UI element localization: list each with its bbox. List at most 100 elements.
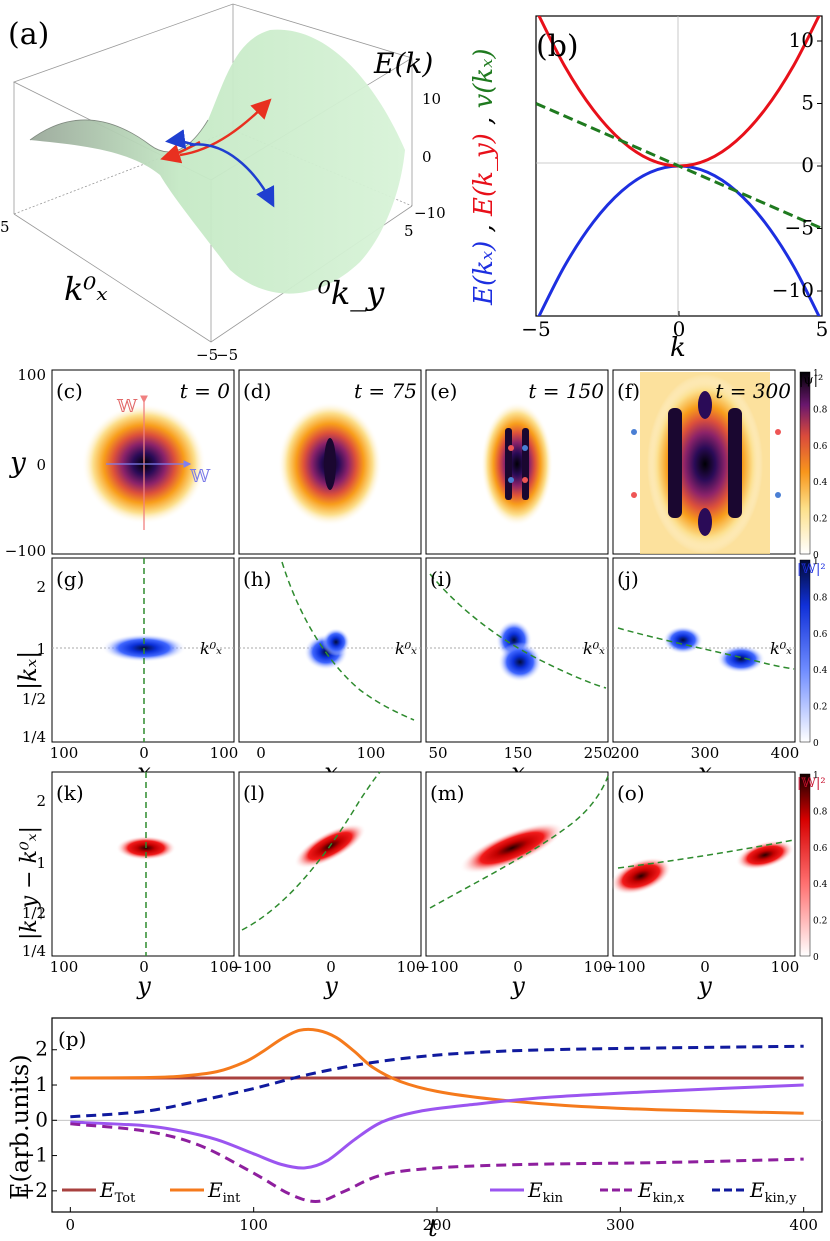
panel-j-blob-2 bbox=[717, 645, 765, 673]
panel-b-ytick-3: 5 bbox=[801, 91, 814, 115]
gjTicks-p0-xtick-2: 100 bbox=[210, 744, 239, 762]
panel-h-kx0: k⁰ₓ bbox=[395, 639, 417, 658]
koTicks-p2-xlabel: y bbox=[510, 972, 525, 1000]
panel-p-label: (p) bbox=[58, 1027, 86, 1051]
panel-k-frame bbox=[51, 771, 235, 957]
koTicks-ytick-1: 1 bbox=[36, 854, 46, 872]
panel-c-time: t = 0 bbox=[180, 379, 231, 403]
panel-b-ytick-2: 0 bbox=[801, 153, 814, 177]
panel-a-ztick-0: 10 bbox=[422, 90, 441, 108]
panel-f-core-4 bbox=[698, 508, 712, 536]
koTicks-ytick-2: 1/2 bbox=[22, 904, 46, 922]
panel-a-corner-tick-1: 5 bbox=[404, 222, 414, 240]
koTicks-p1-xtick-0: −100 bbox=[230, 958, 271, 976]
gj-colorbar-ticks: 0 0.2 0.4 0.6 0.8 1 bbox=[813, 557, 828, 749]
koTicks-p1-xtick-1: 0 bbox=[326, 958, 336, 976]
panel-j-blob-1 bbox=[663, 626, 703, 654]
panel-m-green-curve bbox=[429, 775, 609, 909]
koTicks-p2-xtick-1: 0 bbox=[513, 958, 523, 976]
panel-f-dot-2 bbox=[775, 429, 781, 435]
cf-colorbar-title: |ψ|² bbox=[799, 373, 823, 388]
panel-a-ztick-2: −10 bbox=[414, 204, 446, 222]
panel-g-kx0: k⁰ₓ bbox=[200, 639, 222, 658]
gjTicks-ytick-1: 1 bbox=[36, 640, 46, 658]
panel-b-ylabel-part-2: E(k_y) bbox=[469, 133, 499, 217]
panel-f-label: (f) bbox=[617, 379, 640, 403]
panel-d-core bbox=[324, 438, 336, 490]
panel-m-blob bbox=[459, 822, 565, 874]
panel-p-legend-label-0: ETot bbox=[99, 1178, 136, 1206]
cbTicks3-tick-2: 0.4 bbox=[813, 880, 828, 890]
panel-p-legend-main-1: E bbox=[207, 1178, 223, 1202]
panel-p-ytick-0: −2 bbox=[19, 1178, 48, 1202]
panel-b-xtick-2: 5 bbox=[816, 317, 829, 341]
cbTicks1-tick-2: 0.4 bbox=[813, 478, 828, 488]
panel-b-ylabel-part-1: , bbox=[469, 216, 499, 241]
panel-a-corner-tick-0: 5 bbox=[0, 218, 10, 236]
panel-a-saddle-surface bbox=[30, 29, 405, 294]
gjTicks-ytick-2: 1/2 bbox=[22, 690, 46, 708]
panel-h-label: (h) bbox=[243, 567, 272, 591]
cbTicks1-tick-0: 0 bbox=[813, 551, 819, 561]
cbTicks2-tick-0: 0 bbox=[813, 739, 819, 749]
panel-d-time: t = 75 bbox=[354, 379, 417, 403]
panel-f-dot-1 bbox=[631, 429, 637, 435]
gj-ylabel: |kₓ| bbox=[14, 651, 43, 690]
cf-colorbar-ticks: 0 0.2 0.4 0.6 0.8 1 bbox=[813, 369, 828, 561]
panel-a-zlabel: E(k) bbox=[373, 47, 433, 80]
panel-p-legend-sub-2: kin bbox=[543, 1191, 564, 1206]
panel-p-ytick-4: 2 bbox=[35, 1037, 48, 1061]
panel-b-ytick-1: −5 bbox=[785, 216, 814, 240]
panel-p-xtick-2: 200 bbox=[423, 1216, 452, 1234]
panel-j-frame bbox=[612, 557, 796, 743]
koTicks-p1-xlabel: y bbox=[323, 972, 338, 1000]
ko-colorbar bbox=[799, 773, 811, 957]
panel-a-label: (a) bbox=[8, 17, 49, 52]
panel-o-label: (o) bbox=[617, 781, 645, 805]
panel-p-legend-sub-3: kin,x bbox=[653, 1191, 686, 1206]
panel-b-series-v_kx bbox=[536, 102, 822, 230]
cf-ylabel: y bbox=[8, 446, 27, 479]
panel-p-legend: ETot Eint Ekin Ekin,x Ekin,y bbox=[62, 1178, 797, 1206]
panel-b-ylabel-part-3: , bbox=[469, 108, 499, 133]
ko-colorbar-ticks: 0 0.2 0.4 0.6 0.8 1 bbox=[813, 771, 828, 963]
panel-b-label: (b) bbox=[536, 29, 579, 64]
koTicks-p0-xtick-2: 100 bbox=[210, 958, 239, 976]
koTicks-p3-xtick-1: 0 bbox=[700, 958, 710, 976]
panel-e-core-left bbox=[505, 428, 512, 500]
cbTicks1-tick-5: 1 bbox=[813, 369, 819, 379]
panel-e-dot-2 bbox=[522, 445, 528, 451]
panel-p-series-2 bbox=[70, 1083, 804, 1170]
cbTicks2-tick-4: 0.8 bbox=[813, 593, 828, 603]
panel-b-xlabel: k bbox=[670, 333, 686, 363]
koTicks-p2-xtick-2: 100 bbox=[584, 958, 613, 976]
gj-colorbar bbox=[799, 559, 811, 743]
cbTicks2-tick-5: 1 bbox=[813, 557, 819, 567]
cbTicks1-tick-1: 0.2 bbox=[813, 515, 827, 525]
panel-b-xtick-0: −5 bbox=[521, 317, 550, 341]
koTicks-p0-xlabel: y bbox=[136, 972, 151, 1000]
panel-a-surface-plot: (a) E(k) 10 0 −10 5 5 −5 −5 k⁰ₓ ⁰k_y bbox=[0, 3, 446, 364]
panel-l-green-curve bbox=[241, 771, 381, 931]
panel-c-label: (c) bbox=[56, 379, 83, 403]
panel-p-frame bbox=[51, 1017, 823, 1213]
row-cf-heatmaps: 𝕎 𝕎 (c) (d) (e) (f) t = 0 t = 75 t = 150… bbox=[5, 366, 828, 561]
gjTicks-p0-xtick-1: 0 bbox=[139, 744, 149, 762]
gjTicks-p0-xtick-0: 100 bbox=[50, 744, 79, 762]
panel-j-kx0: k⁰ₓ bbox=[770, 639, 792, 658]
panel-p-legend-sub-0: Tot bbox=[115, 1191, 136, 1206]
panel-p-legend-sub-4: kin,y bbox=[765, 1191, 798, 1206]
panel-c-W-red: 𝕎 bbox=[116, 396, 138, 417]
cbTicks1-tick-3: 0.6 bbox=[813, 442, 828, 452]
gjTicks-p3-xtick-2: 400 bbox=[771, 744, 800, 762]
panel-p-xlabel: t bbox=[428, 1214, 438, 1241]
gjTicks-p3-xtick-1: 300 bbox=[691, 744, 720, 762]
gjTicks-p2-xtick-2: 250 bbox=[584, 744, 613, 762]
panel-i-blob-2 bbox=[498, 642, 542, 682]
panel-p-legend-label-4: Ekin,y bbox=[749, 1178, 797, 1206]
panel-p-series bbox=[52, 1027, 822, 1203]
koTicks-p3-xlabel: y bbox=[697, 972, 712, 1000]
panel-d-label: (d) bbox=[243, 379, 271, 403]
